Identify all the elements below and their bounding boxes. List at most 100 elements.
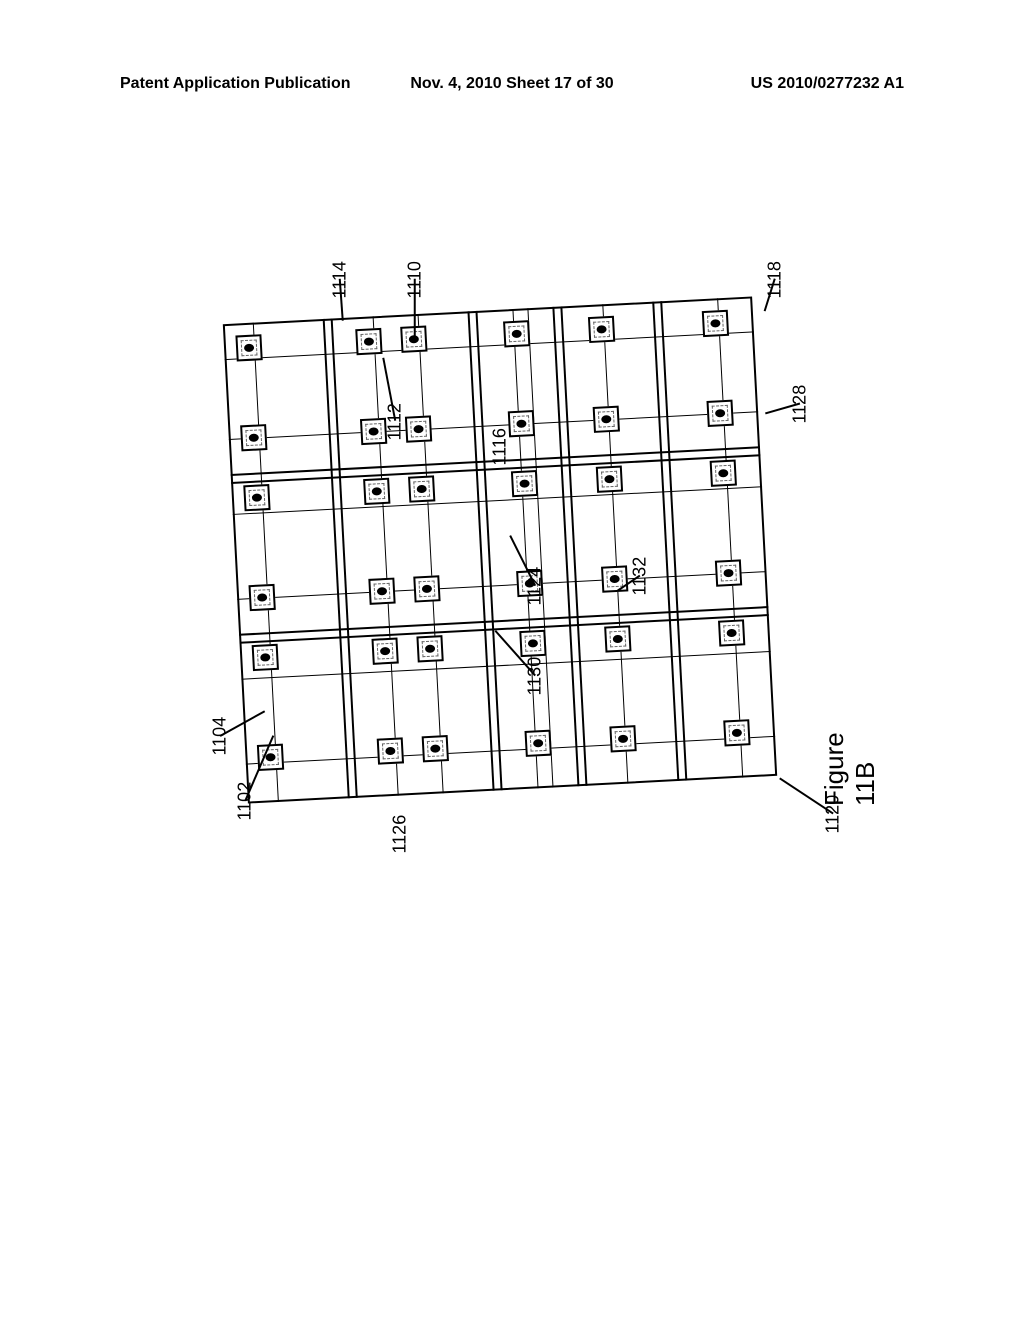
node-dot (601, 415, 611, 424)
node-pad (377, 643, 394, 660)
node-pad (615, 730, 632, 747)
node-dot (613, 635, 623, 644)
circuit-node (422, 735, 449, 762)
node-pad (707, 315, 724, 332)
circuit-node (235, 334, 262, 361)
reference-label-1116: 1116 (490, 428, 511, 465)
node-dot (385, 747, 395, 756)
node-dot (596, 325, 606, 334)
node-dot (512, 330, 522, 339)
node-pad (410, 421, 427, 438)
node-dot (604, 475, 614, 484)
circuit-node (355, 328, 382, 355)
circuit-node (710, 460, 737, 487)
reference-label-1112: 1112 (385, 403, 406, 440)
node-pad (374, 583, 391, 600)
circuit-node (718, 619, 745, 646)
header-patent-number: US 2010/0277232 A1 (643, 75, 904, 93)
circuit-node (715, 559, 742, 586)
node-pad (728, 724, 745, 741)
node-pad (427, 740, 444, 757)
circuit-node (371, 637, 398, 664)
circuit-node (601, 565, 628, 592)
node-pad (245, 429, 262, 446)
node-pad (609, 631, 626, 648)
node-pad (365, 423, 382, 440)
node-dot (723, 569, 733, 578)
circuit-node (511, 470, 538, 497)
node-pad (723, 625, 740, 642)
circuit-node (723, 719, 750, 746)
node-dot (609, 575, 619, 584)
node-dot (380, 647, 390, 656)
leader-line (414, 279, 416, 339)
header-publication: Patent Application Publication (120, 75, 381, 93)
circuit-node (405, 415, 432, 442)
node-pad (593, 321, 610, 338)
node-pad (525, 635, 542, 652)
node-dot (413, 425, 423, 434)
circuit-node (240, 424, 267, 451)
node-dot (710, 319, 720, 328)
node-pad (368, 483, 385, 500)
node-pad (254, 589, 271, 606)
node-dot (416, 485, 426, 494)
node-pad (361, 333, 378, 350)
node-dot (718, 469, 728, 478)
patent-header: Patent Application Publication Nov. 4, 2… (0, 75, 1024, 93)
node-pad (241, 339, 258, 356)
node-pad (257, 649, 274, 666)
circuit-node (588, 316, 615, 343)
node-pad (598, 411, 615, 428)
node-dot (265, 753, 275, 762)
node-dot (260, 653, 270, 662)
node-pad (720, 565, 737, 582)
circuit-node (503, 320, 530, 347)
circuit-node (257, 744, 284, 771)
circuit-node (519, 630, 546, 657)
figure-caption: Figure 11B (819, 732, 881, 806)
circuit-node (368, 578, 395, 605)
node-dot (244, 344, 254, 353)
circuit-node (408, 475, 435, 502)
node-dot (533, 739, 543, 748)
node-dot (252, 493, 262, 502)
figure-container: 1102110411101112111411161118112011241126… (140, 280, 760, 840)
node-pad (712, 405, 729, 422)
circuit-node (360, 418, 387, 445)
node-dot (618, 735, 628, 744)
circuit-node (604, 625, 631, 652)
circuit-node (702, 310, 729, 337)
circuit-node (248, 584, 275, 611)
node-dot (425, 645, 435, 654)
circuit-node (596, 466, 623, 493)
node-dot (249, 433, 259, 442)
node-dot (430, 744, 440, 753)
circuit-node (413, 575, 440, 602)
node-pad (516, 475, 533, 492)
node-pad (508, 325, 525, 342)
node-dot (422, 585, 432, 594)
node-dot (732, 729, 742, 738)
reference-label-1126: 1126 (390, 815, 411, 854)
node-dot (377, 587, 387, 596)
circuit-node (508, 410, 535, 437)
circuit-node (593, 406, 620, 433)
node-dot (726, 629, 736, 638)
node-pad (715, 465, 732, 482)
node-pad (419, 580, 436, 597)
node-pad (249, 489, 266, 506)
node-pad (606, 571, 623, 588)
circuit-node (243, 484, 270, 511)
node-pad (513, 415, 530, 432)
circuit-node (252, 644, 279, 671)
node-dot (715, 409, 725, 418)
node-dot (257, 593, 267, 602)
circuit-node (609, 725, 636, 752)
node-dot (519, 479, 529, 488)
node-dot (516, 419, 526, 428)
node-dot (364, 337, 374, 346)
node-dot (528, 639, 538, 648)
node-pad (601, 471, 618, 488)
node-pad (382, 743, 399, 760)
